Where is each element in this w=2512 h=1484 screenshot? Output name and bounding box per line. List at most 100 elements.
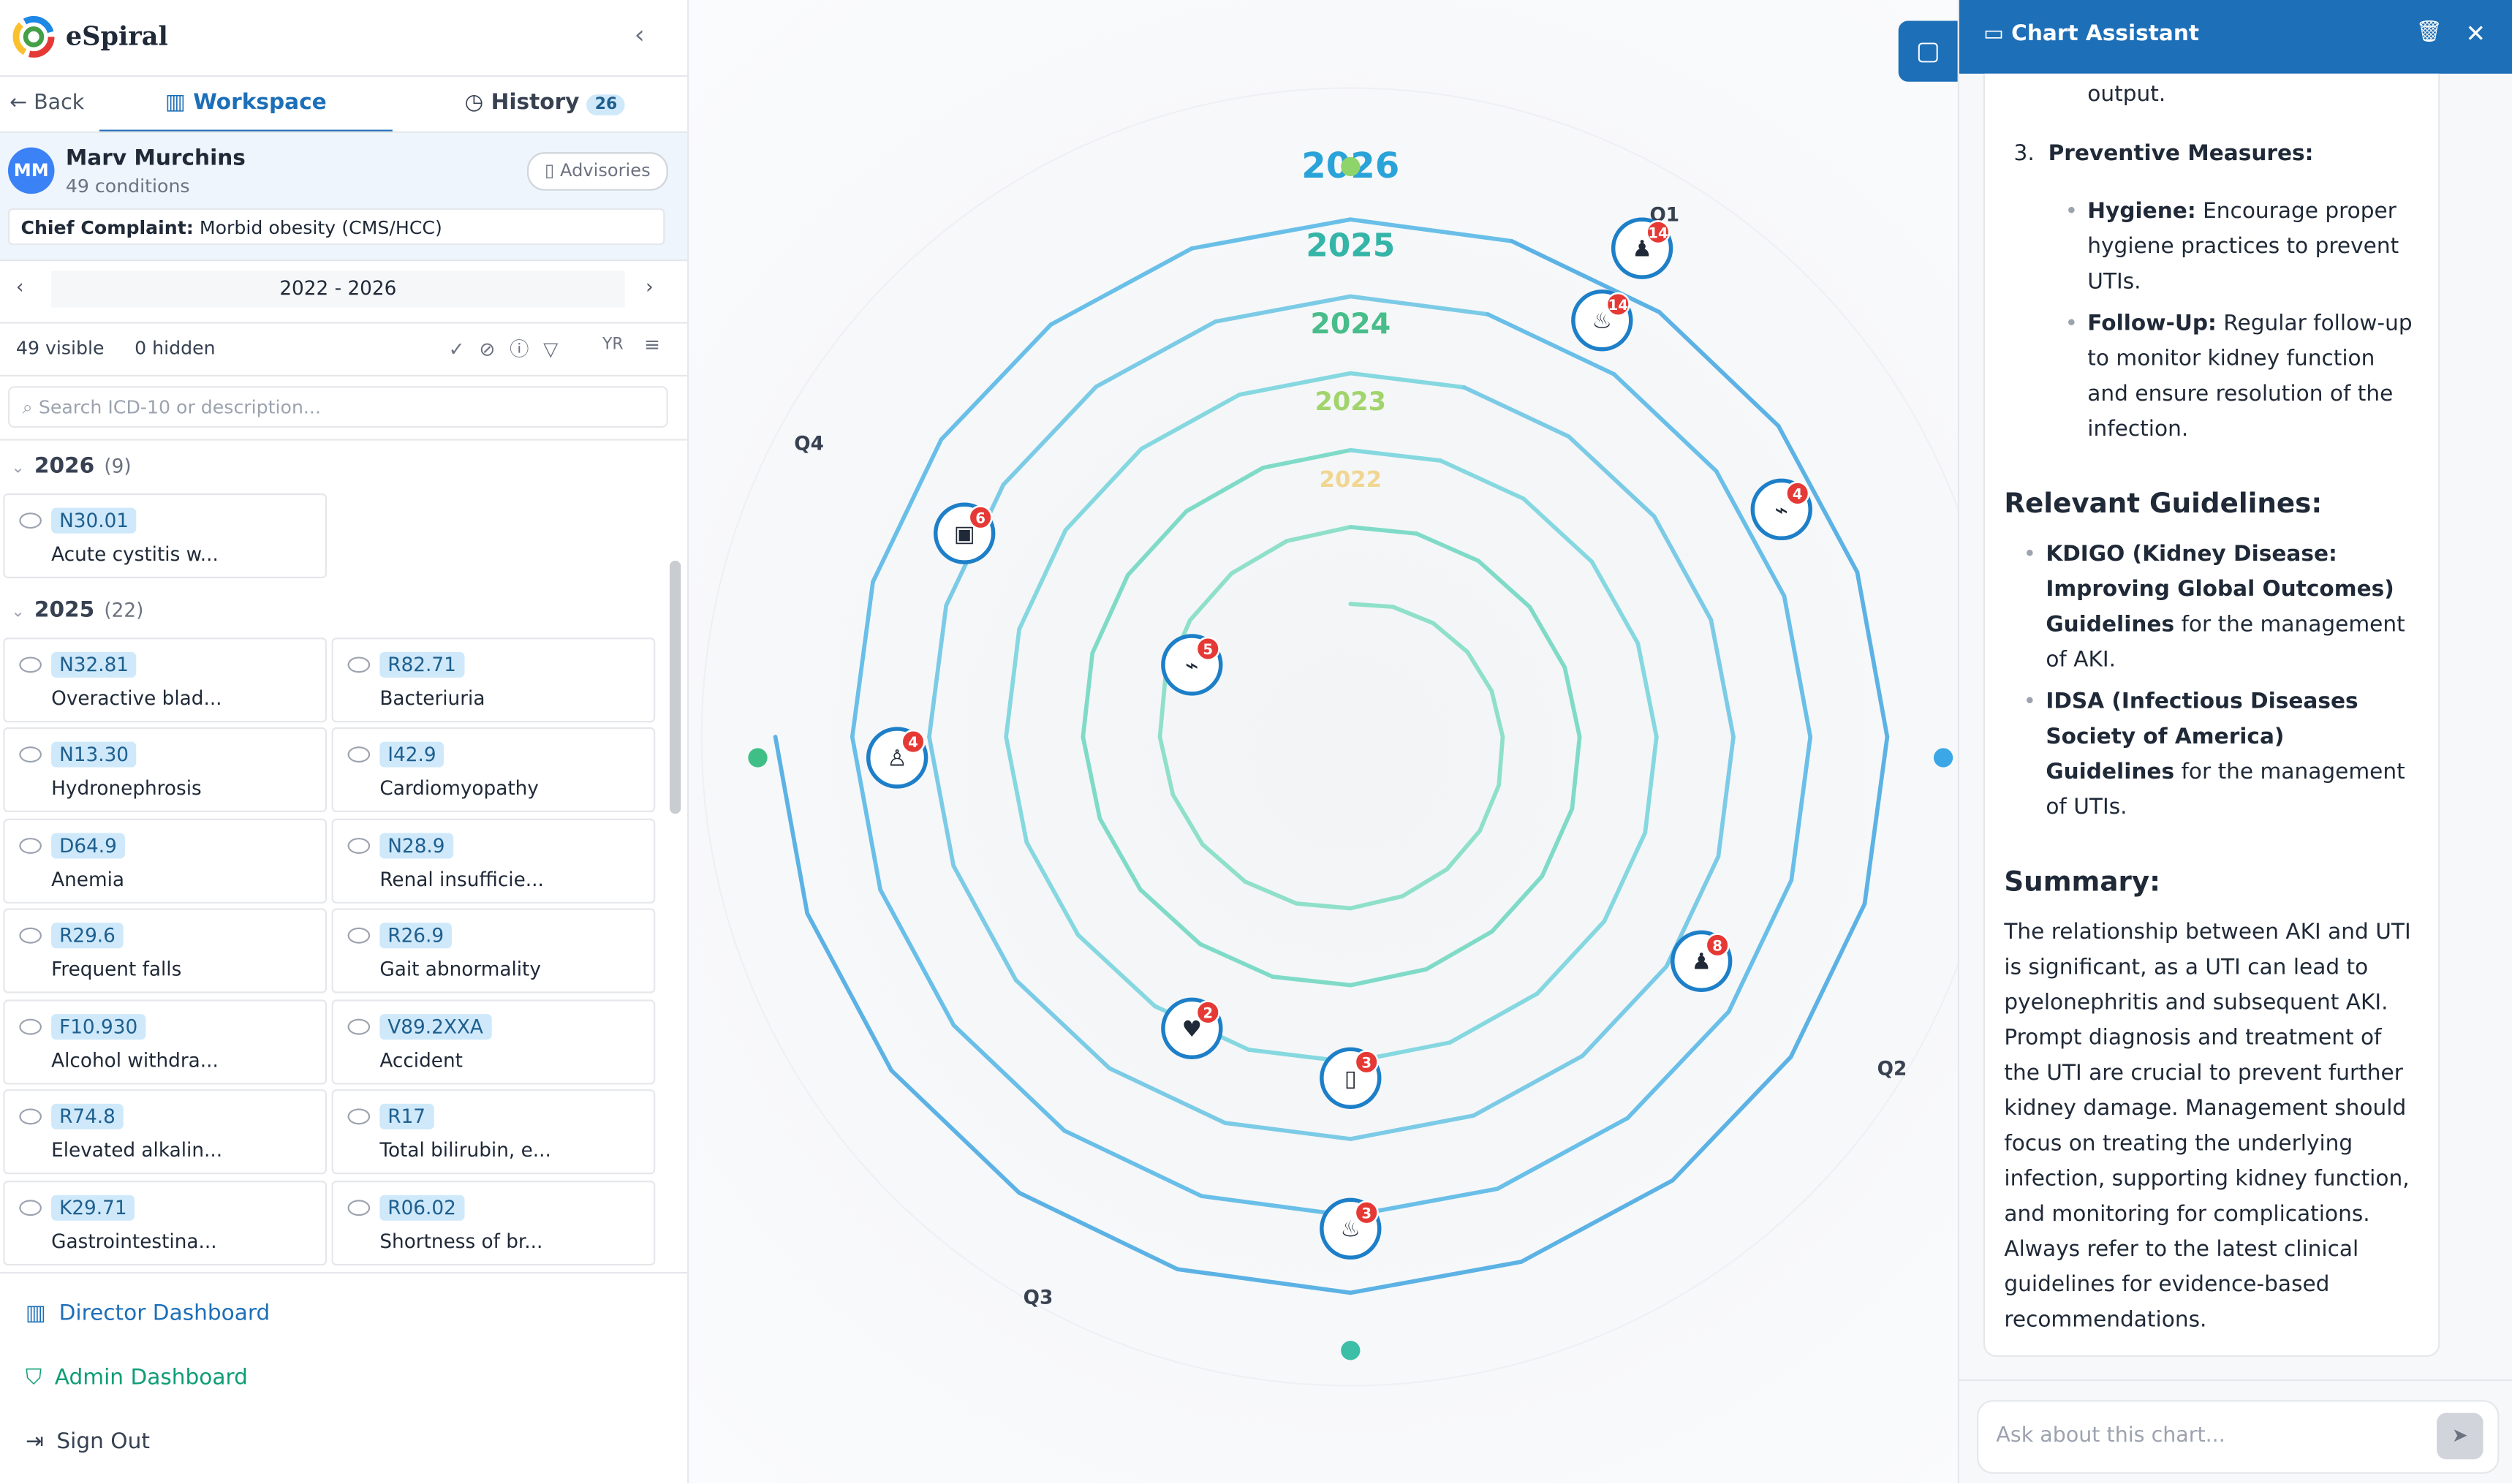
condition-card[interactable]: I42.9 Cardiomyopathy [331,727,656,813]
spiral-path [1348,967,1429,988]
nav-item[interactable]: ⛉ Admin Dashboard [26,1365,248,1390]
spiral-path [1602,830,1648,924]
prev-range[interactable]: ‹ [15,275,24,298]
spiral-path [1438,458,1526,501]
complaint-value: Morbid obesity (CMS/HCC) [199,216,442,239]
chat-input[interactable]: Ask about this chart... [1977,1400,2500,1474]
group-year: 2026 [34,453,95,480]
spiral-path [1187,571,1234,623]
close-button[interactable]: ✕ [2465,19,2486,48]
condition-card[interactable]: N32.81 Overactive blad... [3,637,328,722]
condition-card[interactable]: R29.6 Frequent falls [3,908,328,993]
yr-toggle[interactable]: YR [602,336,624,355]
hidden-count: 0 hidden [135,336,216,359]
guideline-item: • IDSA (Infectious Diseases Society of Am… [2024,684,2419,825]
spiral-path [1709,617,1736,739]
spiral-path [1518,1178,1675,1264]
chat-toggle[interactable]: ▢ [1898,20,1958,82]
group-count: (9) [104,455,132,478]
spiral-path [1094,319,1218,389]
spiral-path [1139,393,1242,451]
chevron: ⌄ [11,459,25,478]
history-tab[interactable]: ◷ History 26 [464,90,626,116]
menu-icon[interactable]: ≡ [643,333,660,356]
group-header[interactable]: ⌄ 2025 (22) [11,597,143,622]
spiral-path [1862,735,1890,906]
condition-card[interactable]: R82.71 Bacteriuria [331,637,656,722]
condition-card[interactable]: N13.30 Hydronephrosis [3,727,328,813]
spiral-path [1075,933,1157,1009]
condition-card[interactable]: D64.9 Anemia [3,817,328,903]
spiral-path [1716,735,1736,859]
condition-desc: Hydronephrosis [51,776,202,800]
spiral-path [1495,1116,1630,1192]
marker-icon: ⌁ [1185,653,1198,678]
chief-complaint: Chief Complaint: Morbid obesity (CMS/HCC… [7,208,665,246]
condition-card[interactable]: R06.02 Shortness of br... [331,1179,656,1265]
marker-icon: ♨ [1592,308,1612,334]
condition-card[interactable]: V89.2XXA Accident [331,999,656,1084]
marker-badge [1195,636,1220,662]
spiral-path [1004,626,1021,739]
workspace-tab[interactable]: ▥ Workspace [99,75,393,133]
spiral-path [1013,977,1112,1071]
eye-icon [347,836,371,853]
spiral-path [1017,1190,1180,1272]
item-label: Follow-Up: [2087,311,2217,337]
condition-card[interactable]: N30.01 Acute cystitis w... [3,493,328,579]
condition-card[interactable]: N28.9 Renal insufficie... [331,817,656,903]
spiral-path [1461,385,1571,439]
quarter-label: Q4 [794,434,824,455]
condition-card[interactable]: R74.8 Elevated alkalin... [3,1089,328,1175]
marker-badge [1605,292,1630,317]
condition-desc: Overactive blad... [51,686,222,709]
spiral-path [850,580,875,739]
condition-card[interactable]: K29.71 Gastrointestina... [3,1179,328,1265]
condition-card[interactable]: R26.9 Gait abnormality [331,908,656,993]
collapse-button[interactable]: ‹ [634,19,645,50]
condition-card[interactable]: R17 Total bilirubin, e... [331,1089,656,1175]
avatar: MM [7,147,55,194]
icd-code: N28.9 [379,832,453,858]
spiral-path [1476,559,1532,609]
spiral-path [1625,1009,1731,1121]
spiral-path [1348,894,1404,911]
spiral-path [1431,621,1470,654]
spiral-path [1125,509,1189,578]
spiral-path [1063,447,1143,532]
spiral-path [1062,1128,1204,1198]
send-button[interactable]: ➤ [2437,1412,2483,1460]
spiral-path [1081,735,1102,821]
icd-code: R17 [379,1103,434,1129]
toolbar-icons[interactable]: ✓⊘ⓘ▽ [448,338,573,361]
spiral-path [1611,372,1719,474]
back-button[interactable]: ← Back [10,91,85,116]
clear-button[interactable]: 🗑 [2415,20,2443,45]
spiral-path [1348,525,1419,536]
spiral-path [1348,294,1490,317]
nav-item[interactable]: ⇥ Sign Out [26,1429,150,1455]
eye-icon [19,512,42,529]
patient-name: Marv Murchins [65,145,246,172]
condition-desc: Alcohol withdra... [51,1048,219,1071]
badge-count: 2 [1203,1005,1213,1022]
search-input[interactable]: ⌕ Search ICD-10 or description... [7,386,668,428]
step-list: • Hygiene: Encourage proper hygiene pract… [2004,194,2419,447]
eye-icon [19,746,42,763]
year-label: 2022 [1320,467,1382,493]
condition-card[interactable]: F10.930 Alcohol withdra... [3,999,328,1084]
spiral-path [1652,514,1714,622]
marker-icon: ▯ [1344,1067,1357,1092]
eye-icon [19,927,42,944]
nav-item[interactable]: ▥ Director Dashboard [26,1301,270,1326]
condition-desc: Anemia [51,867,124,890]
marker-icon: ♨ [1341,1217,1361,1243]
advisories-button[interactable]: ▯ Advisories [526,152,668,191]
spiral-chart-area: 20262025202420232022Q1Q2Q3Q4♟14♨14⌁4▣6⌁5… [689,0,2000,1484]
next-range[interactable]: › [646,275,654,298]
spiral-path [1562,665,1582,739]
badge-count: 14 [1648,224,1668,241]
group-header[interactable]: ⌄ 2026 (9) [11,453,131,479]
quarter-dot [748,748,768,768]
guideline-text: for the management of UTIs. [2046,759,2405,820]
